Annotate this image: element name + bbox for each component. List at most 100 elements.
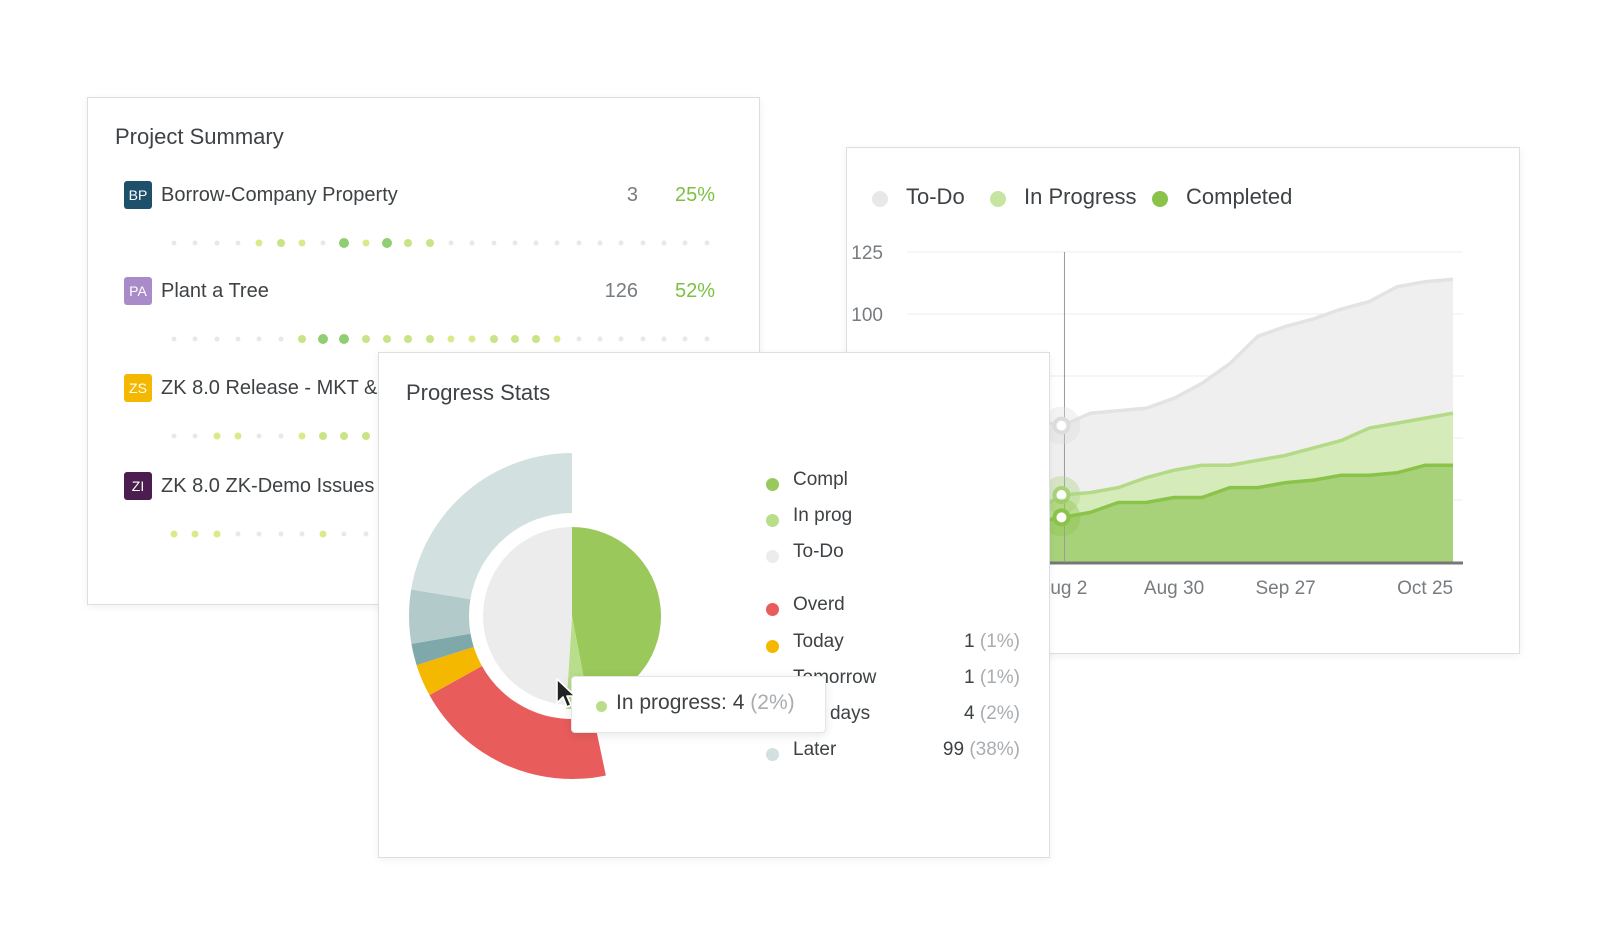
activity-dot bbox=[554, 240, 560, 246]
activity-dot bbox=[298, 432, 306, 440]
activity-dot bbox=[192, 240, 198, 246]
activity-dot bbox=[235, 240, 241, 246]
x-tick-label: Sep 27 bbox=[1256, 578, 1316, 599]
activity-dot bbox=[640, 336, 646, 342]
legend-percent: (1%) bbox=[979, 631, 1020, 652]
donut-inner-slice[interactable] bbox=[483, 527, 572, 705]
legend-label: Overd bbox=[793, 594, 845, 615]
chart-legend-label: In Progress bbox=[1024, 184, 1137, 209]
legend-item[interactable]: In prog bbox=[766, 505, 1036, 535]
legend-count: 4 bbox=[964, 703, 975, 724]
legend-item[interactable]: Today 1 (1%) bbox=[766, 631, 1036, 661]
x-tick-label: Aug 2 bbox=[1038, 578, 1088, 599]
legend-swatch bbox=[766, 603, 779, 616]
activity-dot bbox=[298, 239, 306, 247]
legend-swatch bbox=[766, 550, 779, 563]
activity-dot bbox=[661, 336, 667, 342]
activity-dot bbox=[214, 240, 220, 246]
activity-dot bbox=[362, 239, 370, 247]
donut-outer-slice[interactable] bbox=[411, 633, 474, 666]
activity-dot bbox=[704, 336, 709, 342]
legend-percent: (38%) bbox=[969, 739, 1020, 760]
legend-item[interactable]: To-Do bbox=[766, 541, 1036, 571]
project-row[interactable]: BP Borrow-Company Property 3 25% bbox=[88, 181, 761, 271]
project-summary-title: Project Summary bbox=[115, 124, 284, 149]
chart-legend-label: Completed bbox=[1186, 184, 1293, 209]
chart-legend-swatch bbox=[1152, 191, 1168, 207]
activity-dot bbox=[704, 240, 709, 246]
project-name[interactable]: ZK 8.0 Release - MKT & bbox=[161, 377, 378, 399]
activity-dot bbox=[319, 432, 328, 440]
progress-stats-title: Progress Stats bbox=[406, 380, 551, 405]
donut-outer-slice[interactable] bbox=[409, 589, 471, 644]
hover-marker[interactable] bbox=[1052, 486, 1071, 505]
hover-marker[interactable] bbox=[1052, 508, 1071, 527]
legend-value: 1 (1%) bbox=[964, 631, 1020, 653]
activity-dot bbox=[382, 238, 392, 248]
activity-dot bbox=[339, 334, 350, 344]
activity-dot bbox=[170, 530, 178, 538]
activity-dot bbox=[299, 531, 305, 537]
activity-dot bbox=[320, 240, 326, 246]
x-tick-label: Oct 25 bbox=[1397, 578, 1453, 599]
donut-outer-slice[interactable] bbox=[411, 453, 572, 600]
activity-dot bbox=[278, 531, 283, 537]
project-row[interactable]: ZS ZK 8.0 Release - MKT & bbox=[88, 374, 761, 464]
activity-dot bbox=[214, 336, 220, 342]
activity-dot bbox=[171, 433, 177, 439]
legend-label: Compl bbox=[793, 469, 848, 490]
activity-dot bbox=[576, 336, 582, 342]
activity-dot bbox=[256, 336, 262, 342]
activity-dot bbox=[363, 531, 369, 537]
activity-dot bbox=[661, 240, 667, 246]
donut-outer-slice[interactable] bbox=[416, 647, 482, 696]
legend-label: Later bbox=[793, 739, 837, 760]
activity-dot bbox=[235, 336, 241, 342]
legend-swatch bbox=[766, 478, 779, 491]
y-tick-label: 125 bbox=[851, 243, 883, 264]
activity-dot bbox=[278, 433, 283, 439]
project-name[interactable]: Plant a Tree bbox=[161, 280, 269, 302]
project-badge: ZI bbox=[124, 472, 152, 500]
activity-dot bbox=[361, 335, 370, 343]
activity-dot bbox=[597, 240, 603, 246]
activity-dot bbox=[192, 433, 198, 439]
donut-inner-slice[interactable] bbox=[572, 527, 661, 704]
legend-label: In prog bbox=[793, 505, 853, 526]
activity-dot bbox=[276, 239, 285, 247]
donut-outer-slice[interactable] bbox=[429, 665, 606, 779]
activity-dot bbox=[256, 433, 262, 439]
activity-dot bbox=[576, 240, 582, 246]
activity-dot bbox=[278, 336, 283, 342]
legend-swatch bbox=[766, 640, 779, 653]
legend-item[interactable]: Overd bbox=[766, 594, 1036, 624]
activity-dot bbox=[512, 240, 518, 246]
project-row[interactable]: PA Plant a Tree 126 52% bbox=[88, 277, 761, 367]
activity-dots bbox=[168, 327, 728, 351]
legend-item[interactable]: Later 99 (38%) bbox=[766, 739, 1036, 769]
legend-item[interactable]: Compl bbox=[766, 469, 1036, 499]
progress-stats-card: Progress Stats Compl In prog To-Do Overd Tod… bbox=[378, 352, 1050, 858]
hover-marker[interactable] bbox=[1052, 416, 1071, 435]
activity-dot bbox=[318, 334, 329, 344]
activity-dot bbox=[383, 335, 391, 343]
legend-count: 1 bbox=[964, 631, 975, 652]
activity-dot bbox=[640, 240, 646, 246]
legend-count: 1 bbox=[964, 667, 975, 688]
project-badge: ZS bbox=[124, 374, 152, 402]
project-name[interactable]: Borrow-Company Property bbox=[161, 184, 398, 206]
tooltip-count: 4 bbox=[732, 691, 745, 714]
tooltip-percent: (2%) bbox=[750, 691, 795, 714]
activity-dot bbox=[213, 432, 221, 440]
activity-dot bbox=[491, 240, 496, 246]
legend-label: To-Do bbox=[793, 541, 844, 562]
project-name[interactable]: ZK 8.0 ZK-Demo Issues bbox=[161, 475, 375, 497]
activity-dot bbox=[255, 239, 263, 247]
activity-dot bbox=[340, 432, 349, 440]
y-tick-label: 100 bbox=[851, 305, 883, 326]
x-tick-label: Aug 30 bbox=[1144, 578, 1204, 599]
legend-percent: (2%) bbox=[979, 703, 1020, 724]
activity-dot bbox=[341, 531, 347, 537]
legend-swatch bbox=[766, 514, 779, 527]
tooltip-text: In progress: 4 (2%) bbox=[616, 691, 795, 715]
